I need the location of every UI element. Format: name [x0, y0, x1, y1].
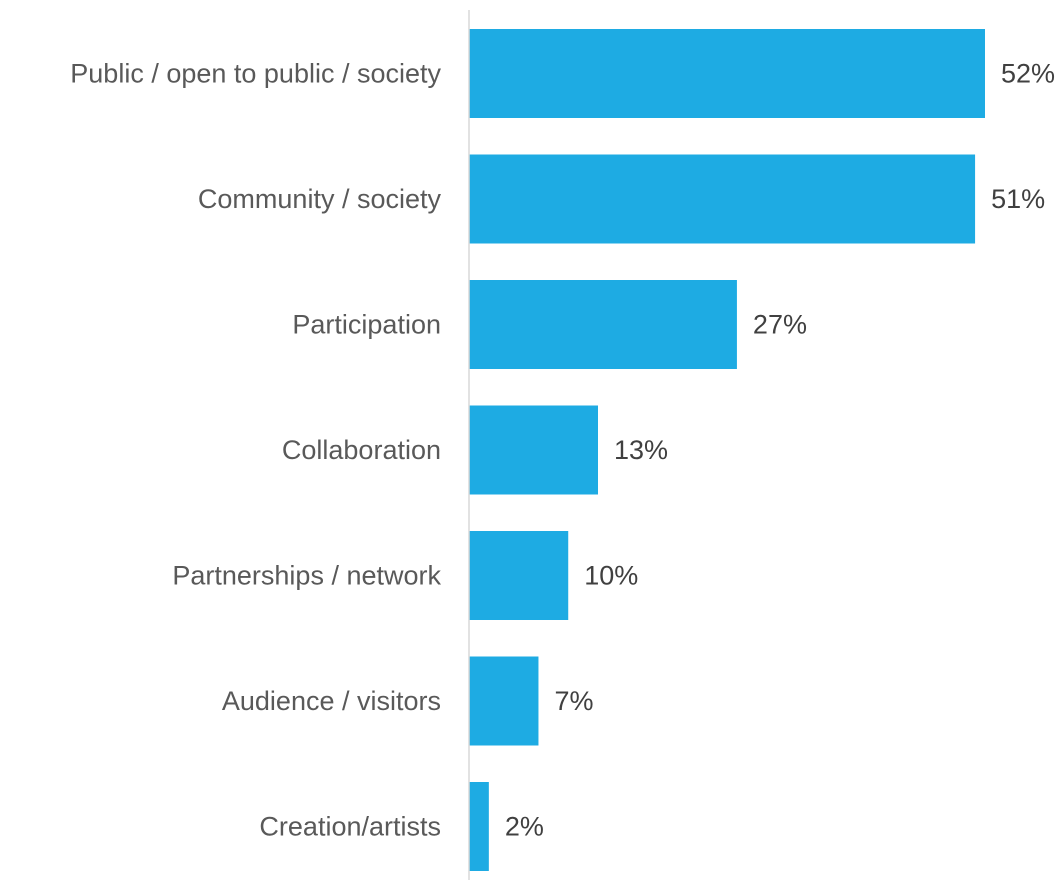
- category-label-6: Audience / visitors: [222, 686, 441, 716]
- value-label-2: 51%: [991, 184, 1045, 214]
- bar-2: [469, 154, 976, 244]
- bar-1: [469, 29, 985, 118]
- category-label-5: Partnerships / network: [172, 561, 441, 591]
- value-label-1: 52%: [1001, 59, 1055, 89]
- category-label-3: Participation: [292, 310, 441, 340]
- value-label-3: 27%: [753, 310, 807, 340]
- bar-6: [469, 656, 539, 746]
- category-label-4: Collaboration: [282, 435, 441, 465]
- bar-4: [469, 405, 598, 495]
- category-label-2: Community / society: [198, 184, 442, 214]
- bar-5: [469, 531, 569, 620]
- value-label-7: 2%: [505, 812, 544, 842]
- bar-3: [469, 280, 737, 369]
- bars-layer: [469, 29, 985, 871]
- value-label-4: 13%: [614, 435, 668, 465]
- bar-7: [469, 782, 489, 871]
- category-label-1: Public / open to public / society: [70, 59, 441, 89]
- category-label-7: Creation/artists: [259, 812, 441, 842]
- value-label-6: 7%: [554, 686, 593, 716]
- labels-layer: Public / open to public / society 52% Comm…: [70, 59, 1055, 842]
- value-label-5: 10%: [584, 561, 638, 591]
